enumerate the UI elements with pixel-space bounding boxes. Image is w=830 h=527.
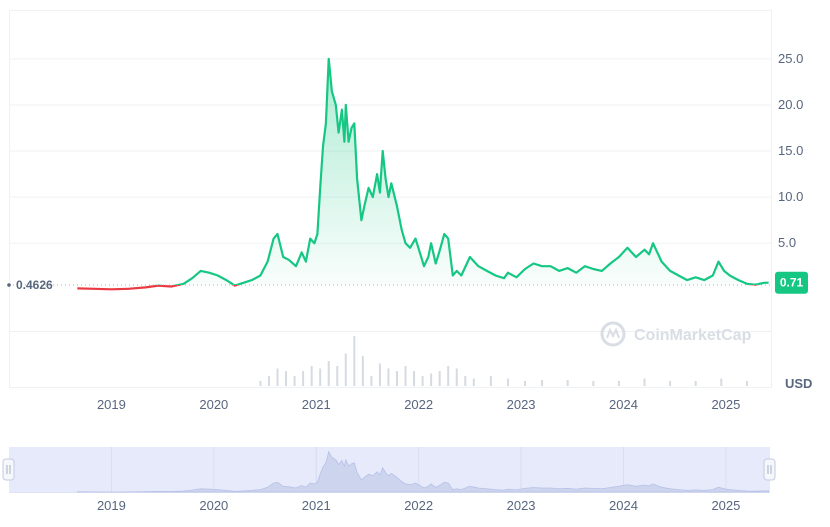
navigator-tick-label: 2019 <box>97 498 126 513</box>
volume-bar <box>566 380 569 386</box>
range-navigator[interactable]: 2019 2020 2021 2022 2023 2024 2025 <box>2 447 776 513</box>
coinmarketcap-logo-icon <box>600 321 626 347</box>
volume-bar <box>378 363 381 386</box>
baseline-value-label: 0.4626 <box>16 278 53 292</box>
x-tick-label: 2025 <box>711 397 740 412</box>
x-tick-label: 2021 <box>302 397 331 412</box>
volume-bar <box>541 380 544 386</box>
volume-bar <box>455 368 458 386</box>
volume-bar <box>472 378 475 386</box>
price-line-up <box>154 57 769 286</box>
volume-bar <box>344 353 347 386</box>
navigator-tick-label: 2020 <box>199 498 228 513</box>
x-tick-label: 2023 <box>507 397 536 412</box>
volume-bars <box>259 336 748 386</box>
volume-bar <box>643 378 646 386</box>
volume-bar <box>276 368 279 386</box>
volume-bar <box>353 336 356 386</box>
volume-bar <box>387 368 390 386</box>
volume-bar <box>361 356 364 386</box>
current-price-label: 0.71 <box>780 276 804 290</box>
watermark-text: CoinMarketCap <box>634 327 752 344</box>
x-tick-label: 2024 <box>609 397 638 412</box>
volume-bar <box>745 381 748 386</box>
volume-bar <box>447 366 450 386</box>
volume-bar <box>421 376 424 386</box>
navigator-grid <box>110 447 727 492</box>
volume-bar <box>506 378 509 386</box>
plot-frame <box>9 10 772 388</box>
navigator-tick-label: 2025 <box>711 498 740 513</box>
volume-bar <box>592 381 595 386</box>
volume-bar <box>694 381 697 386</box>
navigator-tick-label: 2022 <box>404 498 433 513</box>
y-tick-label: 20.0 <box>778 97 803 112</box>
volume-bar <box>327 361 330 386</box>
baseline-marker <box>7 283 11 287</box>
volume-bar <box>413 371 416 386</box>
grid-lines <box>9 58 772 244</box>
current-price-tag: 0.71 <box>775 271 808 294</box>
volume-bar <box>259 381 262 386</box>
navigator-tick-label: 2023 <box>507 498 536 513</box>
volume-bar <box>319 368 322 386</box>
volume-bar <box>293 376 296 386</box>
x-tick-label: 2022 <box>404 397 433 412</box>
price-area <box>77 58 769 286</box>
x-tick-label: 2020 <box>199 397 228 412</box>
volume-bar <box>464 376 467 386</box>
volume-bar <box>302 371 305 386</box>
price-line-down <box>77 285 760 291</box>
navigator-right-handle[interactable] <box>763 458 776 481</box>
x-axis: 2019 2020 2021 2022 2023 2024 2025 <box>97 397 740 412</box>
volume-bar <box>720 378 723 386</box>
volume-bar <box>395 371 398 386</box>
navigator-left-handle[interactable] <box>2 458 15 481</box>
y-tick-label: 5.0 <box>778 235 796 250</box>
x-tick-label: 2019 <box>97 397 126 412</box>
volume-bar <box>438 371 441 386</box>
navigator-x-axis: 2019 2020 2021 2022 2023 2024 2025 <box>97 498 740 513</box>
volume-bar <box>430 373 433 386</box>
volume-bar <box>489 376 492 386</box>
volume-bar <box>669 381 672 386</box>
y-axis: 5.0 10.0 15.0 20.0 25.0 <box>778 51 803 250</box>
y-axis-unit: USD <box>785 376 812 391</box>
volume-bar <box>617 381 620 386</box>
volume-bar <box>267 376 270 386</box>
volume-bar <box>336 366 339 386</box>
volume-bar <box>404 366 407 386</box>
navigator-mini-area <box>76 450 769 493</box>
volume-bar <box>524 381 527 386</box>
volume-bar <box>370 376 373 386</box>
navigator-tick-label: 2021 <box>302 498 331 513</box>
watermark: CoinMarketCap <box>600 321 752 347</box>
volume-bar <box>310 366 313 386</box>
y-tick-label: 15.0 <box>778 143 803 158</box>
volume-bar <box>285 371 288 386</box>
y-tick-label: 10.0 <box>778 189 803 204</box>
navigator-tick-label: 2024 <box>609 498 638 513</box>
y-tick-label: 25.0 <box>778 51 803 66</box>
